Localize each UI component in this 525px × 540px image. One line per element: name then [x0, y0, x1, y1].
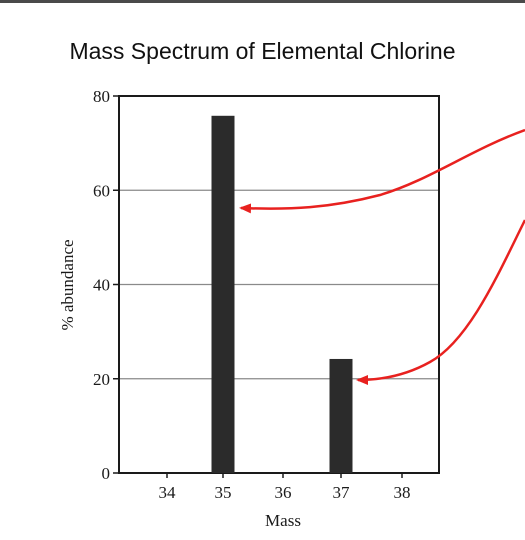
- annotation-arrow-bar-35: [239, 128, 525, 214]
- y-tick-label: 0: [102, 464, 111, 483]
- y-tick-label: 60: [93, 181, 110, 200]
- x-tick-label: 34: [159, 483, 177, 502]
- grid-lines: [119, 189, 439, 380]
- y-axis-label: % abundance: [58, 239, 77, 330]
- y-tick-label: 80: [93, 87, 110, 106]
- x-axis-label: Mass: [265, 511, 301, 530]
- y-tick-label: 20: [93, 370, 110, 389]
- x-tick-label: 37: [333, 483, 351, 502]
- y-tick-labels: 0 20 40 60 80: [93, 87, 119, 483]
- bar-mass-37: [329, 358, 353, 473]
- bar-mass-35: [211, 115, 235, 473]
- x-tick-label: 36: [275, 483, 292, 502]
- y-tick-label: 40: [93, 276, 110, 295]
- chart-title: Mass Spectrum of Elemental Chlorine: [69, 38, 456, 64]
- annotation-arrow-bar-37: [356, 219, 525, 385]
- top-border-line: [0, 0, 525, 3]
- x-tick-labels: 34 35 36 37 38: [159, 473, 411, 502]
- bars: [211, 115, 353, 473]
- x-tick-label: 35: [215, 483, 232, 502]
- x-tick-label: 38: [394, 483, 411, 502]
